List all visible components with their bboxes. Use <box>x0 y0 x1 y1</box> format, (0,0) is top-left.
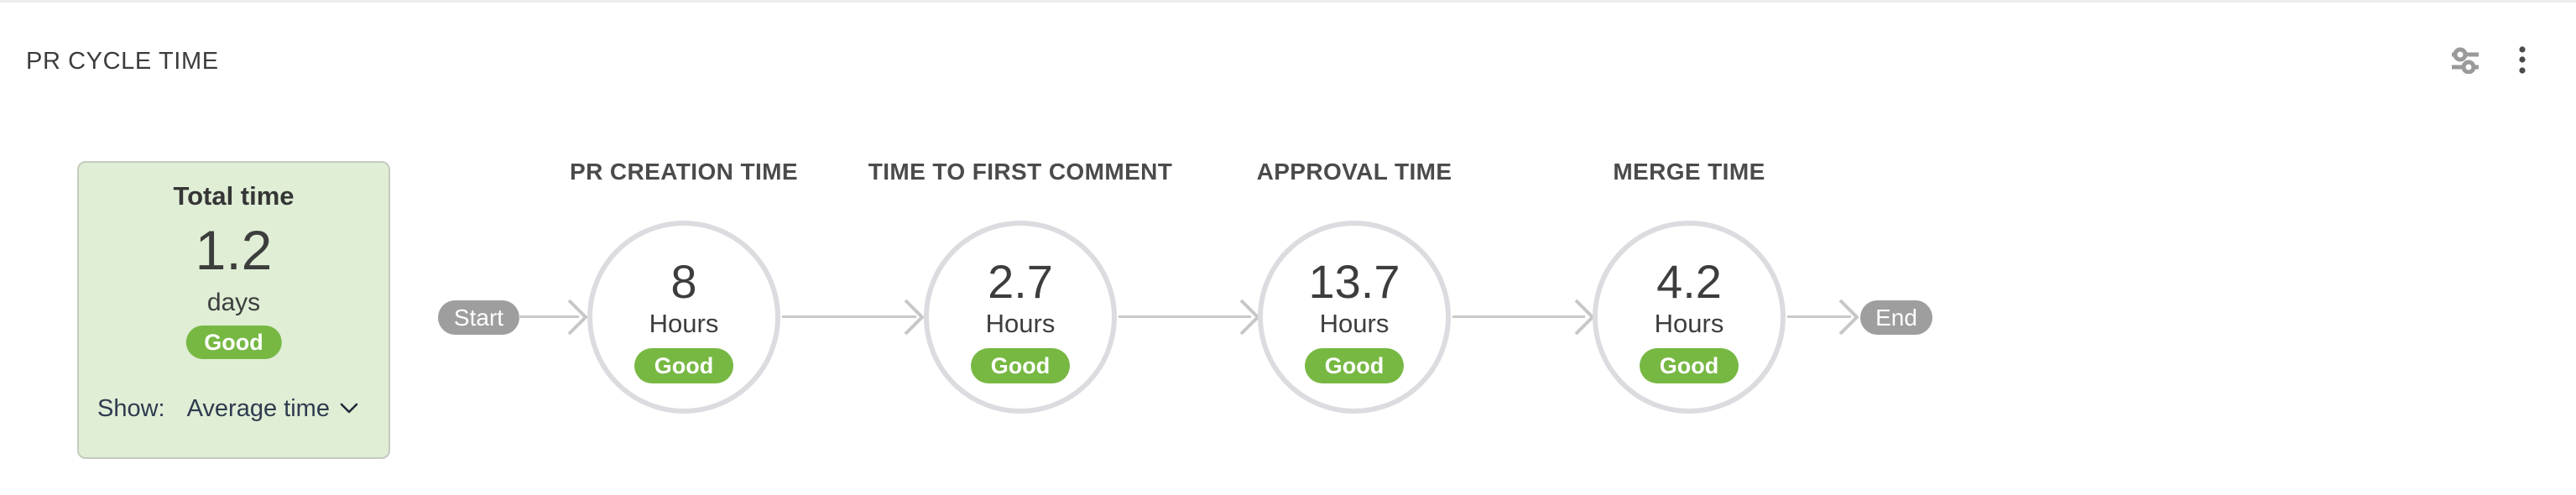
widget-top-border <box>0 0 2576 3</box>
stage-value: 13.7 <box>1308 255 1400 308</box>
kebab-menu-icon <box>2519 46 2526 74</box>
show-label: Show: <box>97 394 165 422</box>
connector-line <box>519 315 579 318</box>
stage-node-pr-creation-time: 8 Hours Good <box>587 221 780 414</box>
stage-node-time-to-first-comment: 2.7 Hours Good <box>924 221 1117 414</box>
stage-value: 8 <box>670 255 697 308</box>
total-time-card: Total time 1.2 days Good Show: Average t… <box>77 161 390 459</box>
connector-line <box>782 315 916 318</box>
stage-label-approval-time: APPROVAL TIME <box>1256 159 1452 185</box>
arrowhead-icon <box>904 299 925 336</box>
total-time-status-badge: Good <box>185 326 282 359</box>
arrowhead-icon <box>567 299 588 336</box>
total-time-unit: days <box>206 289 261 316</box>
stage-unit: Hours <box>1319 309 1390 338</box>
stage-node-merge-time: 4.2 Hours Good <box>1593 221 1786 414</box>
flow-end-pill: End <box>1860 300 1932 335</box>
stage-status-badge: Good <box>970 348 1071 383</box>
stage-unit: Hours <box>985 309 1056 338</box>
stage-value: 4.2 <box>1656 255 1722 308</box>
stage-status-badge: Good <box>634 348 734 383</box>
show-metric-row: Show: Average time <box>97 394 358 423</box>
arrowhead-icon <box>1838 299 1859 336</box>
stage-label-merge-time: MERGE TIME <box>1613 159 1765 185</box>
stage-unit: Hours <box>1654 309 1724 338</box>
connector-line <box>1787 315 1851 318</box>
widget-title: PR CYCLE TIME <box>26 48 219 75</box>
connector-line <box>1452 315 1585 318</box>
total-time-value: 1.2 <box>195 219 273 281</box>
filter-settings-button[interactable] <box>2447 42 2484 79</box>
flow-start-pill: Start <box>438 300 519 335</box>
stage-value: 2.7 <box>988 255 1053 308</box>
stage-label-time-to-first-comment: TIME TO FIRST COMMENT <box>868 159 1173 185</box>
chevron-down-icon <box>340 403 358 414</box>
stage-status-badge: Good <box>1304 348 1405 383</box>
connector-line <box>1119 315 1251 318</box>
sliders-icon <box>2452 47 2479 74</box>
stage-node-approval-time: 13.7 Hours Good <box>1258 221 1451 414</box>
more-menu-button[interactable] <box>2504 42 2541 79</box>
metric-type-dropdown[interactable]: Average time <box>187 395 358 423</box>
total-time-label: Total time <box>173 181 295 211</box>
stage-status-badge: Good <box>1639 348 1739 383</box>
stage-label-pr-creation-time: PR CREATION TIME <box>570 159 798 185</box>
stage-unit: Hours <box>649 309 719 338</box>
metric-type-value: Average time <box>186 394 330 422</box>
